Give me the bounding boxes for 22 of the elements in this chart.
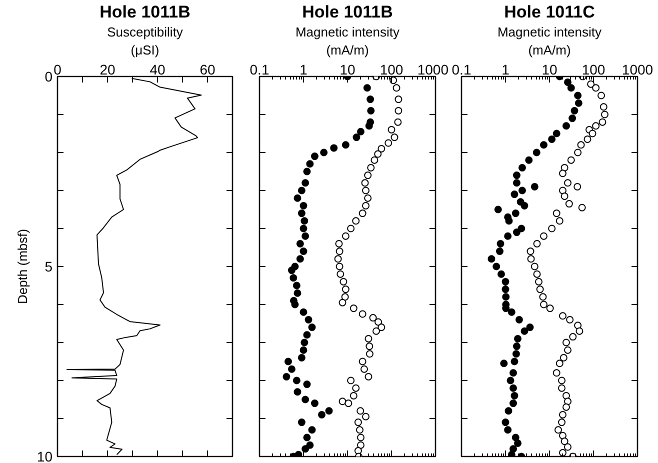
x-tick-label: 10 [542,62,558,78]
x-tick-label: 0.1 [250,62,270,78]
y-tick-label: 10 [36,448,53,463]
y-tick-label: 5 [44,258,53,274]
x-tick-label: 10 [340,62,356,78]
x-tick-label: 60 [200,62,216,78]
x-axis-title: Magnetic intensity (mA/m) [295,24,400,58]
x-tick-label: 1 [502,62,510,78]
x-tick-label: 1000 [622,62,654,78]
x-axis-title: Magnetic intensity (mA/m) [497,24,602,58]
x-tick-label: 1 [300,62,308,78]
chart-title: Hole 1011C [504,2,595,22]
chart-title: Hole 1011B [302,2,393,22]
x-tick-label: 1000 [417,62,449,78]
x-tick-label: 20 [100,62,116,78]
x-axis-title: Susceptibility (μSI) [107,24,184,58]
x-tick-label: 0.1 [452,62,472,78]
x-tick-label: 100 [380,62,404,78]
y-axis-title: Depth (mbsf) [14,228,30,304]
chart-title: Hole 1011B [100,2,190,22]
x-tick-label: 100 [582,62,606,78]
x-tick-label: 40 [150,62,166,78]
